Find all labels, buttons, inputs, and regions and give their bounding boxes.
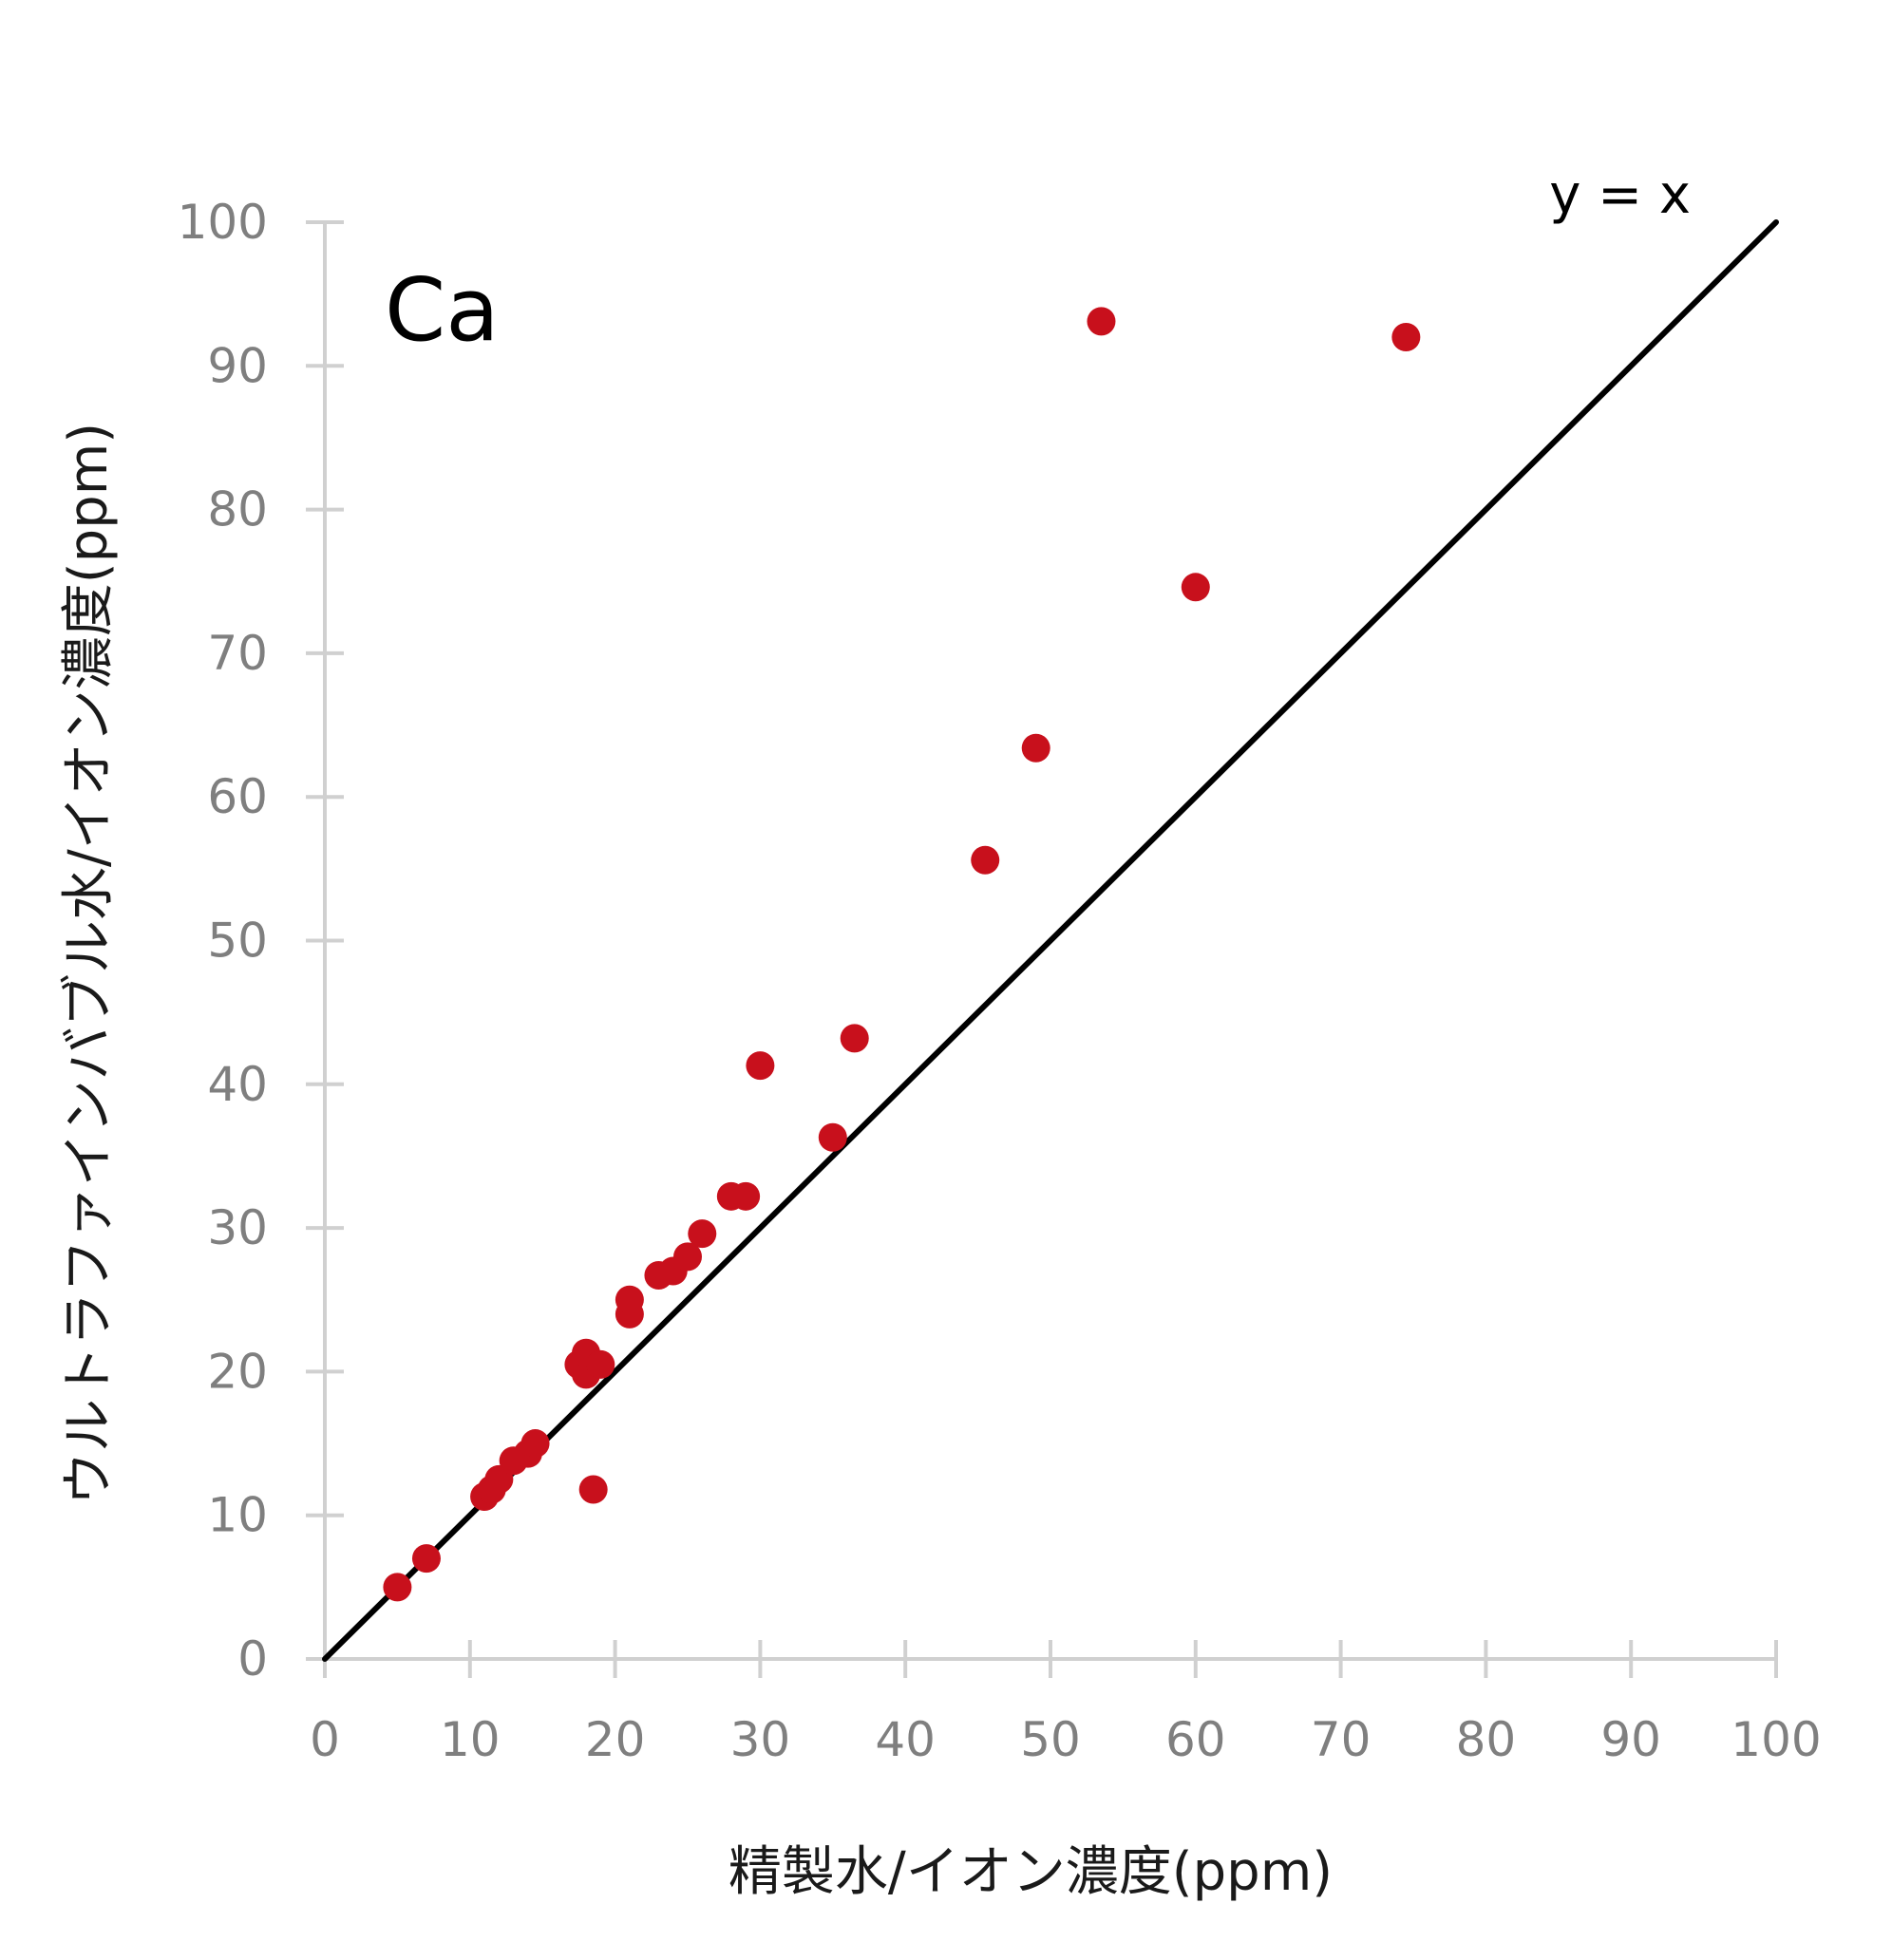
data-point xyxy=(746,1051,775,1081)
x-tick-label: 10 xyxy=(440,1712,501,1767)
y-axis-title: ウルトラファインバブル水/イオン濃度(ppm) xyxy=(58,423,120,1505)
data-point xyxy=(818,1122,847,1152)
data-point xyxy=(1391,323,1421,352)
x-tick-label: 70 xyxy=(1311,1712,1372,1767)
data-point xyxy=(1021,733,1050,763)
y-ticks: 0 10 20 30 40 50 60 70 80 90 100 xyxy=(178,195,344,1687)
data-point xyxy=(971,845,1000,875)
data-point xyxy=(1087,307,1116,336)
x-tick-label: 20 xyxy=(585,1712,646,1767)
data-points xyxy=(383,307,1421,1602)
y-tick-label: 60 xyxy=(207,769,268,824)
data-point xyxy=(586,1349,615,1379)
y-tick-label: 70 xyxy=(207,626,268,681)
data-point xyxy=(411,1544,441,1574)
x-tick-label: 40 xyxy=(875,1712,936,1767)
data-point xyxy=(578,1475,608,1504)
y-tick-label: 10 xyxy=(207,1488,268,1543)
reference-line-label: y = x xyxy=(1549,164,1691,226)
y-tick-label: 100 xyxy=(178,195,268,250)
x-ticks: 0 10 20 30 40 50 60 70 80 90 100 xyxy=(310,1640,1822,1767)
x-tick-label: 100 xyxy=(1731,1712,1821,1767)
x-tick-label: 50 xyxy=(1020,1712,1081,1767)
data-point xyxy=(731,1181,761,1211)
reference-line-y-equals-x xyxy=(322,219,1779,1662)
y-tick-label: 90 xyxy=(207,338,268,393)
y-tick-label: 40 xyxy=(207,1057,268,1112)
x-tick-label: 0 xyxy=(310,1712,340,1767)
y-tick-label: 0 xyxy=(237,1631,268,1687)
element-label: Ca xyxy=(385,259,500,361)
x-tick-label: 60 xyxy=(1165,1712,1226,1767)
data-point xyxy=(383,1573,412,1602)
data-point xyxy=(615,1285,644,1314)
x-tick-label: 90 xyxy=(1600,1712,1661,1767)
data-point xyxy=(1181,573,1210,602)
data-point xyxy=(520,1429,550,1459)
x-axis-title: 精製水/イオン濃度(ppm) xyxy=(728,1841,1333,1903)
x-tick-label: 30 xyxy=(730,1712,791,1767)
data-point xyxy=(688,1219,717,1249)
data-point xyxy=(673,1242,702,1272)
y-tick-label: 20 xyxy=(207,1344,268,1399)
axes: 0 10 20 30 40 50 60 70 80 90 100 0 10 20 30 40 50 60 70 80… xyxy=(178,195,1822,1767)
y-tick-label: 50 xyxy=(207,914,268,969)
x-tick-label: 80 xyxy=(1456,1712,1517,1767)
y-tick-label: 80 xyxy=(207,482,268,537)
y-tick-label: 30 xyxy=(207,1200,268,1255)
data-point xyxy=(840,1024,869,1053)
